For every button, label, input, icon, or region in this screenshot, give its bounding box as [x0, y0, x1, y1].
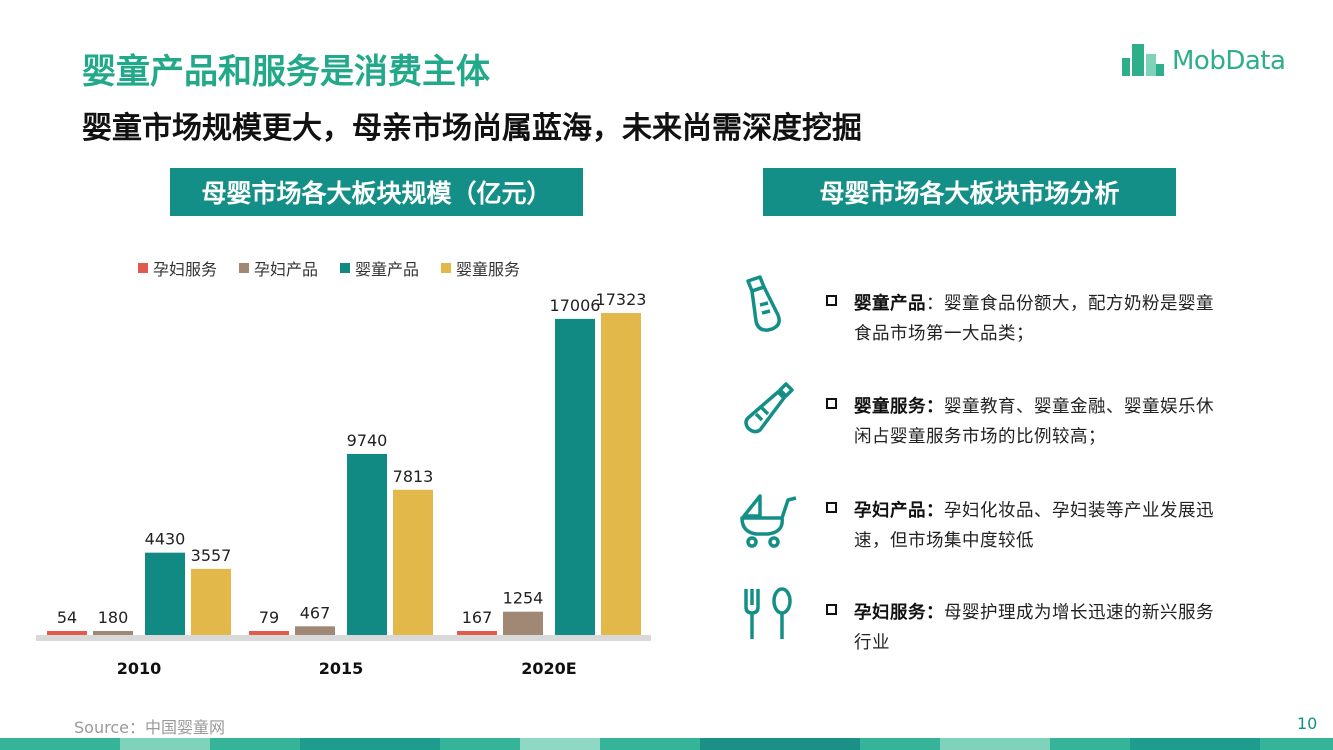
fork-spoon-icon	[744, 587, 792, 639]
legend-item: 婴童产品	[340, 256, 419, 280]
data-label: 3557	[191, 546, 232, 565]
footer-decoration	[0, 738, 1333, 750]
data-label: 1254	[503, 589, 544, 608]
data-label: 7813	[393, 467, 434, 486]
bar	[555, 318, 595, 635]
bar	[347, 453, 387, 635]
bar	[393, 489, 433, 635]
data-label: 467	[300, 603, 331, 622]
legend-label: 孕妇服务	[153, 260, 218, 279]
baby-bottle-icon	[746, 275, 781, 332]
legend-item: 婴童服务	[441, 256, 520, 280]
stroller-icon	[740, 494, 797, 548]
point-label: 婴童产品	[854, 294, 926, 314]
page-subtitle: 婴童市场规模更大，母亲市场尚属蓝海，未来尚需深度挖掘	[82, 111, 862, 146]
bar	[503, 611, 543, 635]
analysis-point-baby-products: 婴童产品：婴童食品份额大，配方奶粉是婴童食品市场第一大品类；	[826, 289, 1226, 349]
bar	[145, 552, 185, 635]
bullet-square-icon	[826, 295, 837, 306]
point-body: ：婴童食品份额大，配方奶粉是婴童食品市场第一大品类；	[854, 294, 1214, 344]
legend-swatch	[138, 263, 148, 273]
legend-label: 婴童产品	[355, 260, 420, 279]
point-body: 母婴护理成为增长迅速的新兴服务行业	[854, 603, 1214, 653]
category-label: 2020E	[521, 659, 576, 678]
legend-label: 孕妇产品	[254, 260, 319, 279]
point-label: 孕妇服务：	[854, 603, 944, 623]
analysis-point-baby-services: 婴童服务：婴童教育、婴童金融、婴童娱乐休闲占婴童服务市场的比例较高；	[826, 392, 1226, 452]
point-label: 婴童服务：	[854, 397, 944, 417]
bar-chart: 54 180 4430 3557 2010 79 467 9740 7813 2015 167 125…	[36, 290, 651, 678]
legend-swatch	[340, 263, 351, 273]
data-label: 180	[98, 608, 129, 627]
analysis-point-maternal-products: 孕妇产品：孕妇化妆品、孕妇装等产业发展迅速，但市场集中度较低	[826, 496, 1226, 556]
bar	[191, 568, 231, 635]
category-label: 2010	[117, 659, 162, 678]
feeding-bottle-icon	[744, 382, 794, 434]
bar	[457, 631, 497, 635]
legend-swatch	[441, 263, 452, 273]
source-note: Source：中国婴童网	[74, 718, 225, 737]
logo-text: MobData	[1172, 46, 1286, 76]
bullet-square-icon	[826, 502, 837, 513]
chart-header: 母婴市场各大板块规模（亿元）	[170, 168, 583, 216]
page-title: 婴童产品和服务是消费主体	[82, 52, 490, 92]
bar	[47, 631, 87, 635]
point-text: 婴童产品：婴童食品份额大，配方奶粉是婴童食品市场第一大品类；	[854, 289, 1226, 349]
bar	[249, 631, 289, 635]
analysis-header: 母婴市场各大板块市场分析	[763, 168, 1176, 216]
point-text: 婴童服务：婴童教育、婴童金融、婴童娱乐休闲占婴童服务市场的比例较高；	[854, 392, 1226, 452]
data-label: 17006	[550, 296, 601, 315]
mobdata-logo: MobData	[1120, 40, 1310, 84]
x-axis	[36, 635, 651, 641]
bar	[93, 631, 133, 635]
bar	[601, 313, 641, 635]
data-label: 167	[462, 608, 493, 627]
data-label: 79	[259, 608, 279, 627]
data-label: 4430	[145, 530, 186, 549]
point-label: 孕妇产品：	[854, 501, 944, 521]
legend-item: 孕妇服务	[138, 256, 217, 280]
point-text: 孕妇产品：孕妇化妆品、孕妇装等产业发展迅速，但市场集中度较低	[854, 496, 1226, 556]
point-body: 婴童教育、婴童金融、婴童娱乐休闲占婴童服务市场的比例较高；	[854, 397, 1214, 447]
data-label: 9740	[347, 431, 388, 450]
legend-swatch	[239, 263, 250, 273]
category-label: 2015	[319, 659, 364, 678]
point-body: 孕妇化妆品、孕妇装等产业发展迅速，但市场集中度较低	[854, 501, 1214, 551]
legend-label: 婴童服务	[456, 260, 521, 279]
analysis-point-maternal-services: 孕妇服务：母婴护理成为增长迅速的新兴服务行业	[826, 598, 1226, 658]
logo-mark-icon	[1122, 44, 1164, 76]
bullet-square-icon	[826, 604, 837, 615]
bar	[295, 626, 335, 635]
legend-item: 孕妇产品	[239, 256, 318, 280]
page-number: 10	[1297, 714, 1318, 733]
data-label: 54	[57, 608, 77, 627]
chart-legend: 孕妇服务 孕妇产品 婴童产品 婴童服务	[138, 256, 520, 280]
data-label: 17323	[596, 290, 647, 309]
bullet-square-icon	[826, 398, 837, 409]
point-text: 孕妇服务：母婴护理成为增长迅速的新兴服务行业	[854, 598, 1226, 658]
